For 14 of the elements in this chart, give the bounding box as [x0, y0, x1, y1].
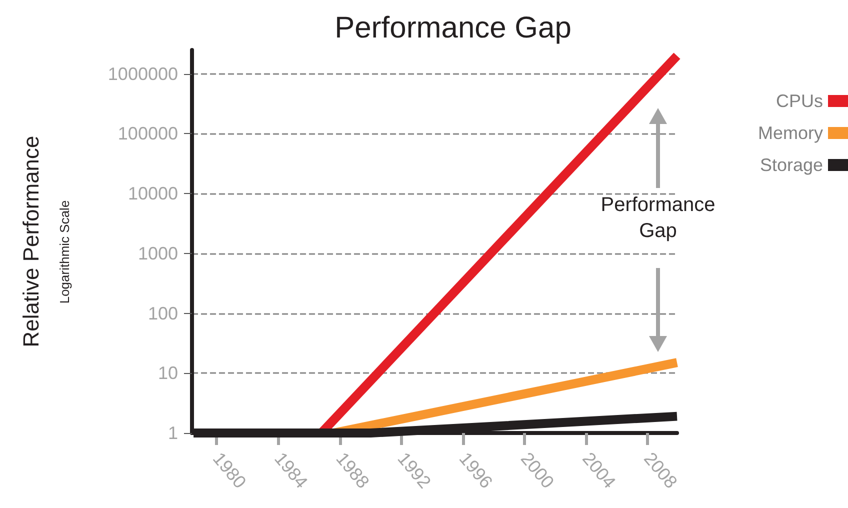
y-tick-label: 100000	[118, 124, 178, 144]
legend-label: Memory	[758, 123, 823, 143]
y-tick-label: 1000000	[108, 64, 178, 84]
y-axis-title: Relative Performance	[18, 136, 44, 348]
y-tick-label: 1	[168, 423, 178, 443]
text: Logarithmic Scale	[57, 200, 72, 304]
legend-label: Storage	[760, 155, 823, 175]
y-tick-label: 1000	[138, 243, 178, 264]
y-tick-label: 100	[148, 303, 178, 324]
chart-title: Performance Gap	[334, 12, 572, 44]
y-tick-label: 10000	[128, 184, 178, 204]
annotation: Performance Gap	[600, 194, 716, 242]
legend-label: CPUs	[776, 91, 823, 111]
y-tick-label: 10	[158, 363, 178, 384]
